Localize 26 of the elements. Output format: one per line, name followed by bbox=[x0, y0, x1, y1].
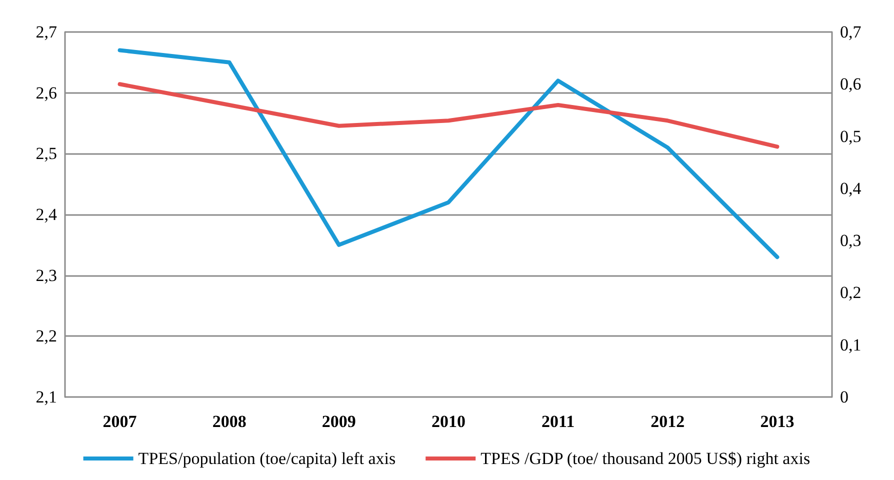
x-tick-label: 2012 bbox=[650, 412, 685, 431]
legend-label: TPES /GDP (toe/ thousand 2005 US$) right axis bbox=[480, 449, 810, 468]
x-tick-label: 2010 bbox=[432, 412, 466, 431]
y-tick-label: 2,3 bbox=[36, 266, 57, 285]
y2-tick-label: 0 bbox=[840, 388, 848, 406]
x-tick-label: 2008 bbox=[212, 412, 246, 431]
y-tick-label: 2,2 bbox=[36, 326, 57, 346]
line-series bbox=[118, 48, 780, 260]
y2-tick-label: 0,4 bbox=[840, 178, 862, 198]
y2-tick-label: 0,5 bbox=[840, 126, 862, 146]
y-tick-label: 2,5 bbox=[36, 144, 57, 164]
x-tick-label: 2011 bbox=[542, 412, 575, 431]
y-tick-label: 2,6 bbox=[36, 83, 57, 102]
y2-tick-label: 0,7 bbox=[840, 22, 862, 42]
line-series bbox=[118, 82, 780, 149]
y2-tick-label: 0,6 bbox=[840, 74, 862, 94]
y-tick-label: 2,4 bbox=[36, 205, 58, 224]
y2-tick-label: 0,2 bbox=[840, 283, 862, 302]
y2-tick-label: 0,3 bbox=[840, 231, 862, 250]
y-tick-label: 2,7 bbox=[36, 22, 58, 42]
y-tick-label: 2,1 bbox=[36, 388, 57, 406]
x-tick-label: 2007 bbox=[102, 412, 138, 431]
y2-tick-label: 0,1 bbox=[840, 335, 862, 354]
x-tick-label: 2009 bbox=[322, 412, 356, 431]
legend-label: TPES/population (toe/capita) left axis bbox=[138, 449, 396, 468]
x-tick-label: 2013 bbox=[760, 412, 794, 431]
